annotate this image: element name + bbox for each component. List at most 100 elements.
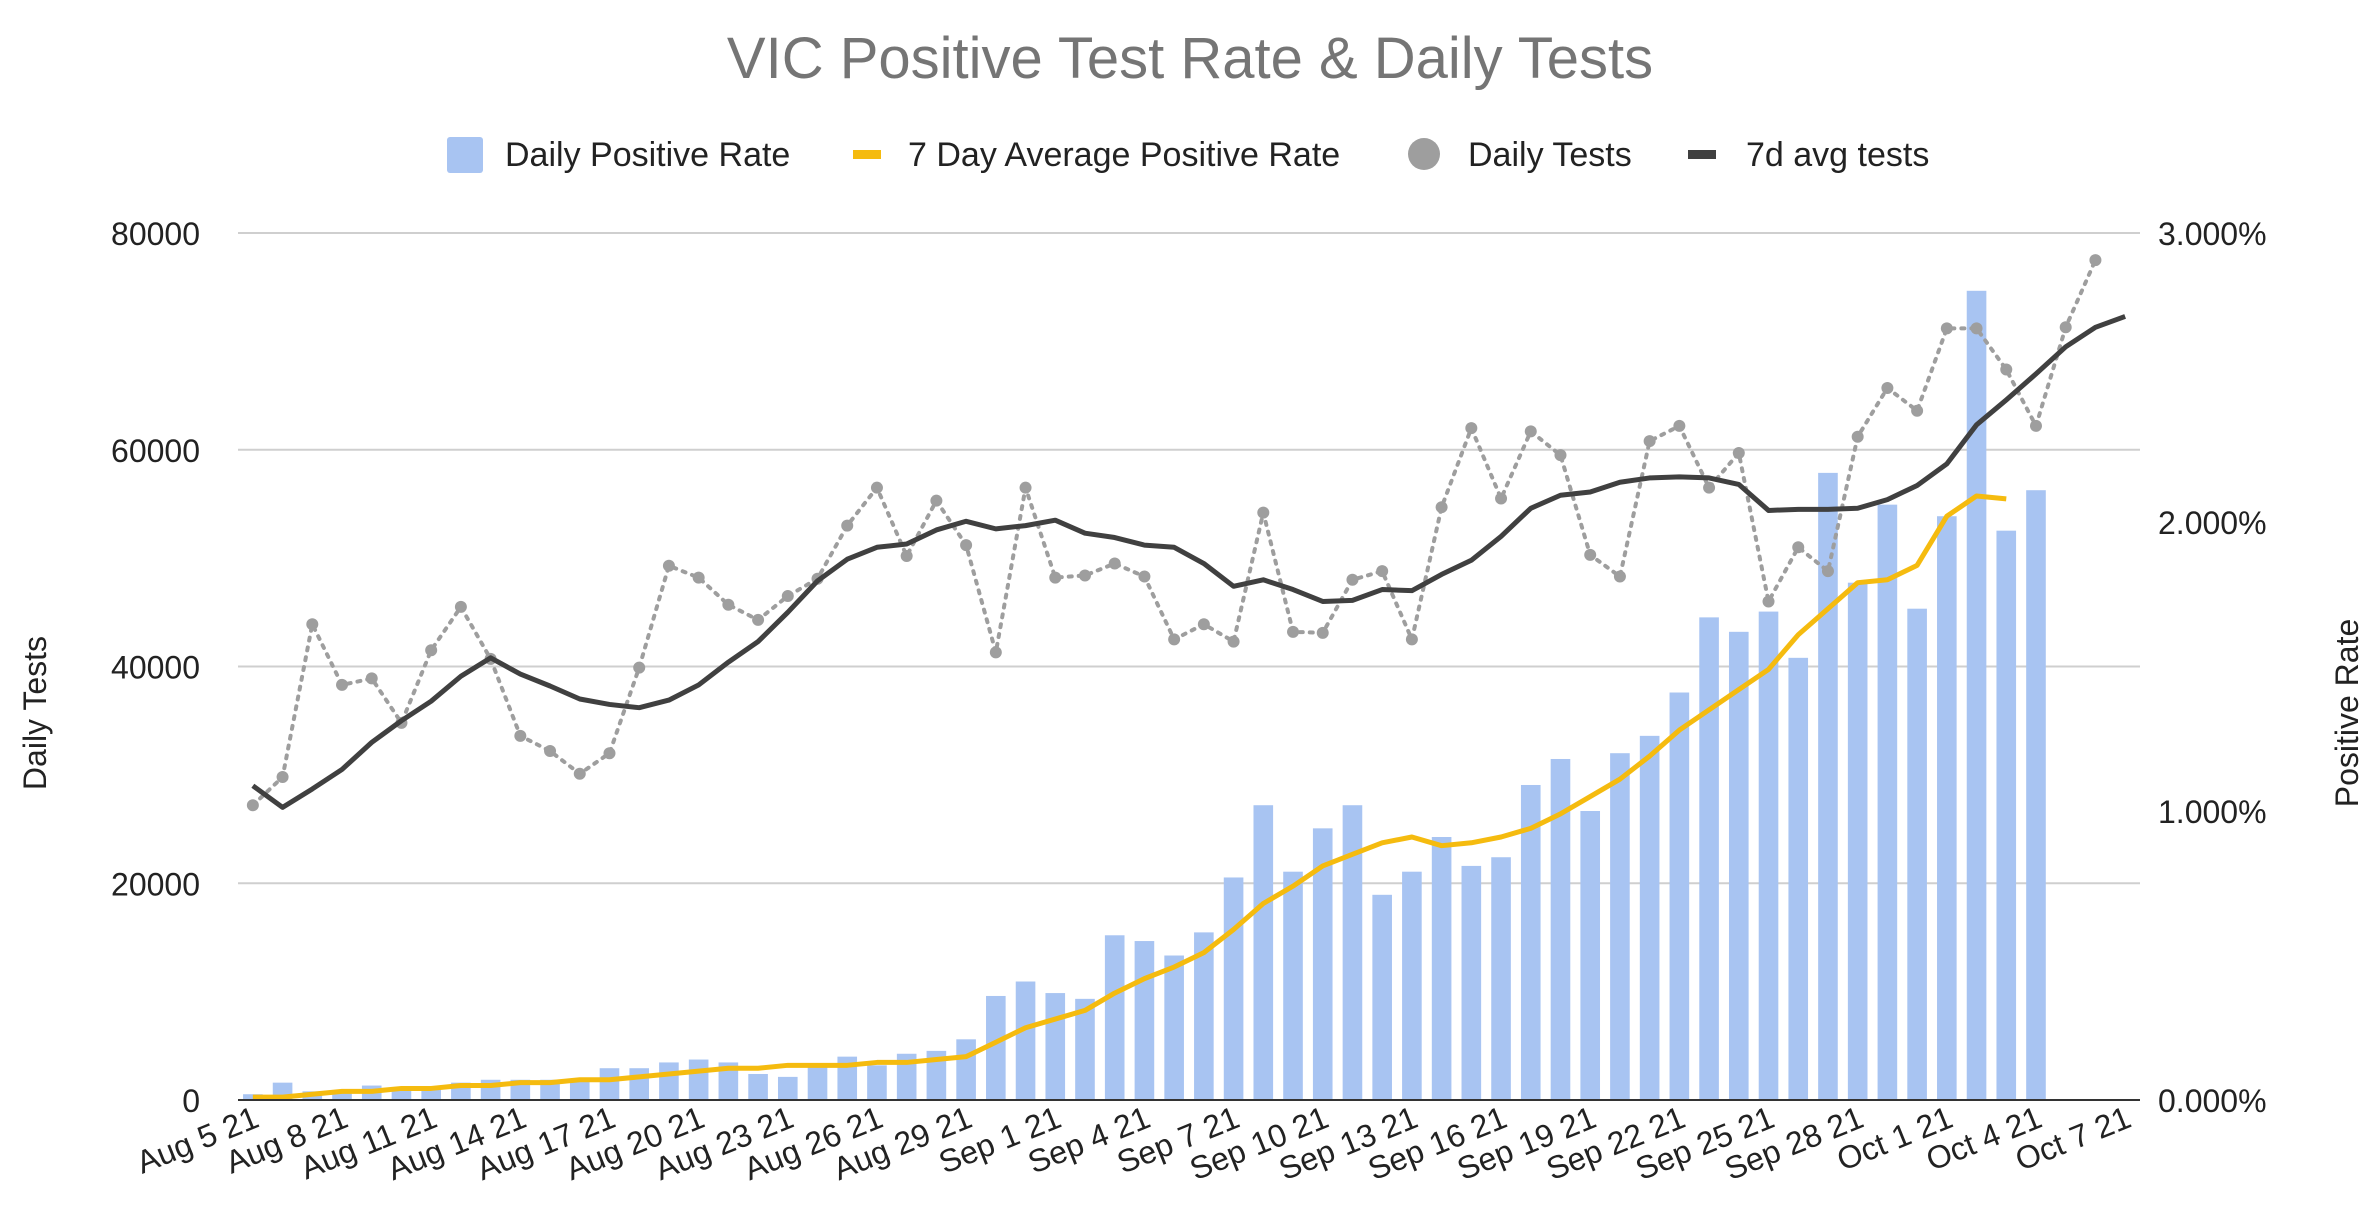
point-daily-tests bbox=[1732, 447, 1745, 460]
bar bbox=[2026, 490, 2046, 1101]
bar bbox=[1045, 993, 1066, 1100]
point-daily-tests bbox=[1435, 501, 1448, 514]
y-tick-label-left: 20000 bbox=[111, 866, 200, 902]
y-tick-label-left: 80000 bbox=[111, 216, 200, 252]
bar bbox=[1283, 871, 1303, 1100]
bar bbox=[688, 1059, 709, 1100]
bar bbox=[956, 1039, 976, 1100]
point-daily-tests bbox=[1703, 481, 1716, 494]
point-daily-tests bbox=[1257, 506, 1270, 519]
bar bbox=[1728, 631, 1749, 1100]
point-daily-tests bbox=[246, 799, 259, 812]
point-daily-tests bbox=[306, 618, 319, 631]
point-daily-tests bbox=[1584, 548, 1597, 561]
point-daily-tests bbox=[1108, 557, 1121, 570]
point-daily-tests bbox=[454, 600, 467, 613]
legend-swatch-daily-positive-rate bbox=[447, 137, 483, 173]
y-tick-label-left: 40000 bbox=[111, 650, 200, 686]
axes: 0 20000 40000 60000 80000 0.000% 1.000% 2.000% 3… bbox=[111, 216, 2267, 1187]
bar bbox=[1075, 998, 1095, 1100]
bar bbox=[1104, 935, 1125, 1100]
point-daily-tests bbox=[573, 767, 586, 780]
point-daily-tests bbox=[1821, 565, 1834, 578]
point-daily-tests bbox=[1851, 430, 1864, 443]
bar bbox=[1431, 837, 1452, 1100]
bar bbox=[569, 1079, 590, 1100]
point-daily-tests bbox=[336, 678, 349, 691]
y-tick-label-right: 1.000% bbox=[2158, 794, 2267, 830]
bar bbox=[1253, 805, 1274, 1100]
bar bbox=[1312, 828, 1333, 1100]
bar bbox=[807, 1065, 828, 1100]
bar bbox=[1847, 582, 1868, 1100]
legend-swatch-daily-tests bbox=[1408, 138, 1440, 170]
legend: Daily Positive Rate 7 Day Average Positi… bbox=[447, 136, 1929, 174]
bar bbox=[1639, 735, 1660, 1100]
bar bbox=[1015, 981, 1036, 1100]
point-daily-tests bbox=[1287, 625, 1300, 638]
point-daily-tests bbox=[1524, 425, 1537, 438]
series-line-7day-average-positive-rate bbox=[252, 493, 2007, 1100]
point-daily-tests bbox=[900, 549, 913, 562]
bar bbox=[718, 1062, 739, 1100]
point-daily-tests bbox=[1643, 435, 1656, 448]
bar bbox=[1520, 784, 1541, 1100]
point-daily-tests bbox=[1227, 635, 1240, 648]
point-daily-tests bbox=[1376, 565, 1389, 578]
bar bbox=[1907, 608, 1927, 1100]
point-daily-tests bbox=[692, 571, 705, 584]
bar bbox=[1937, 516, 1957, 1100]
point-daily-tests bbox=[781, 590, 794, 603]
point-daily-tests bbox=[722, 598, 735, 611]
point-daily-tests bbox=[1168, 633, 1181, 646]
bar bbox=[1580, 811, 1601, 1100]
bar bbox=[1491, 857, 1511, 1100]
bar bbox=[1699, 617, 1719, 1100]
bar bbox=[1402, 871, 1422, 1100]
point-daily-tests bbox=[1316, 626, 1329, 639]
bar bbox=[1194, 932, 1214, 1100]
point-daily-tests bbox=[960, 539, 973, 552]
y-tick-label-left: 0 bbox=[182, 1083, 200, 1119]
bar bbox=[1758, 611, 1779, 1100]
point-daily-tests bbox=[1049, 571, 1062, 584]
bar bbox=[332, 1091, 352, 1100]
bar bbox=[1818, 472, 1838, 1100]
point-daily-tests bbox=[1940, 322, 1953, 335]
bar bbox=[748, 1073, 768, 1100]
point-daily-tests bbox=[1762, 595, 1775, 608]
bar bbox=[1877, 504, 1898, 1100]
bar bbox=[1372, 894, 1392, 1100]
point-daily-tests bbox=[752, 613, 765, 626]
point-daily-tests bbox=[1792, 541, 1805, 554]
point-daily-tests bbox=[841, 519, 854, 532]
series-line-7d-avg-tests bbox=[251, 314, 2126, 810]
bar bbox=[1461, 865, 1482, 1100]
bar bbox=[1966, 290, 1987, 1100]
point-daily-tests bbox=[276, 771, 289, 784]
bar bbox=[777, 1076, 798, 1100]
bar bbox=[1610, 753, 1630, 1100]
point-daily-tests bbox=[1405, 633, 1418, 646]
bar bbox=[1996, 530, 2017, 1100]
point-daily-tests bbox=[603, 747, 616, 760]
point-daily-tests bbox=[870, 481, 883, 494]
bar bbox=[896, 1053, 917, 1100]
y-tick-label-right: 3.000% bbox=[2158, 216, 2267, 252]
legend-label-daily-positive-rate: Daily Positive Rate bbox=[505, 136, 790, 174]
legend-label-7day-average-positive-rate: 7 Day Average Positive Rate bbox=[908, 136, 1340, 174]
bar bbox=[1134, 941, 1155, 1100]
series-lines bbox=[246, 254, 2126, 1100]
point-daily-tests bbox=[1197, 618, 1210, 631]
legend-swatch-7day-average-positive-rate bbox=[853, 150, 881, 159]
bar bbox=[599, 1068, 620, 1100]
point-daily-tests bbox=[1019, 481, 1032, 494]
point-daily-tests bbox=[365, 672, 378, 685]
point-daily-tests bbox=[2000, 363, 2013, 376]
bar bbox=[1342, 805, 1363, 1100]
point-daily-tests bbox=[425, 644, 438, 657]
bar bbox=[421, 1088, 441, 1100]
point-daily-tests bbox=[1465, 422, 1478, 435]
